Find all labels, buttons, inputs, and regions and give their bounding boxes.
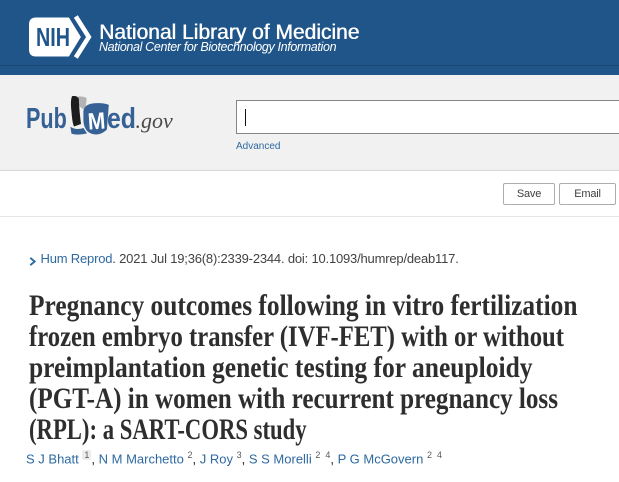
svg-text:NIH: NIH [36, 22, 70, 52]
svg-text:M: M [86, 107, 105, 134]
